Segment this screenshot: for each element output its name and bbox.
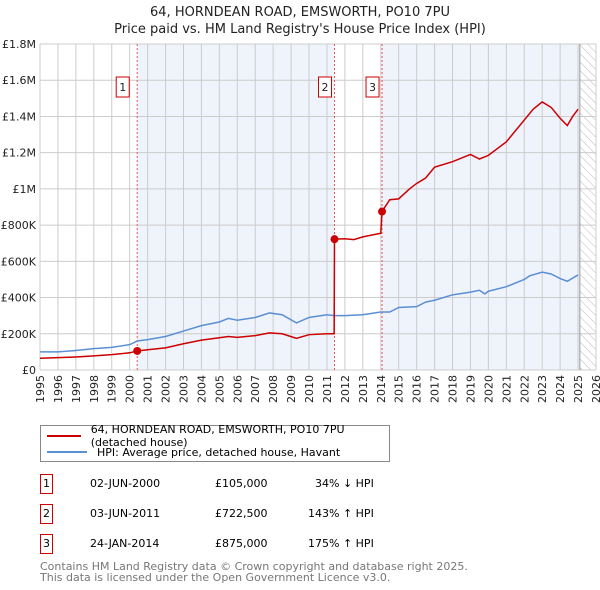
x-tick-label: 2010 bbox=[303, 375, 316, 403]
sale-marker-label: 1 bbox=[119, 81, 126, 94]
chart-title: 64, HORNDEAN ROAD, EMSWORTH, PO10 7PU bbox=[150, 5, 450, 20]
legend-label: HPI: Average price, detached house, Hava… bbox=[97, 445, 341, 459]
y-tick-label: £1.4M bbox=[2, 110, 36, 123]
sale-number: 3 bbox=[40, 534, 53, 554]
x-tick-label: 2022 bbox=[518, 375, 531, 403]
sale-point bbox=[330, 235, 339, 244]
legend-item-property: 64, HORNDEAN ROAD, EMSWORTH, PO10 7PU (d… bbox=[47, 423, 389, 449]
y-tick-label: £800K bbox=[1, 219, 37, 232]
x-tick-label: 1996 bbox=[52, 375, 65, 403]
y-tick-label: £600K bbox=[1, 255, 37, 268]
x-tick-label: 2005 bbox=[213, 375, 226, 403]
x-tick-label: 2020 bbox=[482, 375, 495, 403]
plot-area: 1995 1996 1997 1998 1999 2000 2001 2002 2003 2004… bbox=[1, 38, 600, 403]
sale-date: 24-JAN-2014 bbox=[90, 537, 160, 550]
sale-hpi-change: 34% ↓ HPI bbox=[315, 477, 374, 490]
x-tick-label: 2008 bbox=[267, 375, 280, 403]
x-tick-label: 1995 bbox=[34, 375, 47, 403]
y-tick-label: £1.8M bbox=[2, 38, 36, 51]
legend-swatch bbox=[47, 435, 81, 437]
chart-subtitle: Price paid vs. HM Land Registry's House … bbox=[114, 22, 486, 37]
sale-marker-box bbox=[318, 76, 333, 98]
sale-marker-label: 3 bbox=[369, 81, 376, 94]
x-tick-label: 2015 bbox=[393, 375, 406, 403]
x-tick-label: 2018 bbox=[447, 375, 460, 403]
x-tick-label: 1997 bbox=[70, 375, 83, 403]
sale-date: 02-JUN-2000 bbox=[90, 477, 161, 490]
x-tick-label: 2016 bbox=[411, 375, 424, 403]
shaded-period-1 bbox=[137, 44, 335, 370]
x-tick-label: 2023 bbox=[536, 375, 549, 403]
x-tick-label: 2001 bbox=[142, 375, 155, 403]
x-tick-label: 2000 bbox=[124, 375, 137, 403]
sale-number: 1 bbox=[40, 474, 53, 494]
series-line bbox=[39, 101, 579, 359]
x-tick-label: 2009 bbox=[285, 375, 298, 403]
y-tick-label: £1M bbox=[13, 183, 37, 196]
sale-point bbox=[378, 207, 387, 216]
x-tick-label: 2003 bbox=[177, 375, 190, 403]
sale-marker-box bbox=[365, 76, 380, 98]
sale-point bbox=[133, 346, 142, 355]
sale-hpi-change: 175% ↑ HPI bbox=[308, 537, 374, 550]
x-tick-label: 2014 bbox=[375, 375, 388, 403]
shaded-period-2 bbox=[382, 44, 580, 370]
y-tick-label: £1.6M bbox=[2, 74, 36, 87]
y-tick-label: £200K bbox=[1, 328, 37, 341]
x-tick-label: 2004 bbox=[195, 375, 208, 403]
legend: 64, HORNDEAN ROAD, EMSWORTH, PO10 7PU (d… bbox=[40, 423, 390, 462]
y-tick-label: £1.2M bbox=[2, 147, 36, 160]
x-tick-label: 1999 bbox=[106, 375, 119, 403]
legend-item-hpi: HPI: Average price, detached house, Hava… bbox=[47, 445, 340, 459]
y-tick-label: £0 bbox=[22, 364, 36, 377]
x-tick-label: 2013 bbox=[357, 375, 370, 403]
x-tick-label: 1998 bbox=[88, 375, 101, 403]
legend-swatch bbox=[47, 451, 87, 453]
sale-date: 03-JUN-2011 bbox=[90, 507, 161, 520]
x-tick-label: 2026 bbox=[590, 375, 600, 403]
sale-marker-label: 2 bbox=[322, 81, 329, 94]
x-tick-label: 2019 bbox=[464, 375, 477, 403]
x-tick-label: 2011 bbox=[321, 375, 334, 403]
sale-marker-box bbox=[115, 76, 130, 98]
legend-label: 64, HORNDEAN ROAD, EMSWORTH, PO10 7PU (d… bbox=[90, 423, 345, 449]
x-tick-label: 2002 bbox=[160, 375, 173, 403]
sale-row: 3 24-JAN-2014 £875,000 175% ↑ HPI bbox=[40, 534, 440, 554]
x-tick-label: 2006 bbox=[231, 375, 244, 403]
series-line bbox=[40, 271, 579, 353]
sale-hpi-change: 143% ↑ HPI bbox=[308, 507, 374, 520]
sale-price: £105,000 bbox=[215, 477, 268, 490]
x-tick-label: 2024 bbox=[554, 375, 567, 403]
sale-price: £875,000 bbox=[215, 537, 268, 550]
forecast-hatch bbox=[579, 44, 596, 370]
footer-line-1: Contains HM Land Registry data © Crown c… bbox=[40, 560, 468, 573]
x-tick-label: 2012 bbox=[339, 375, 352, 403]
x-tick-label: 2007 bbox=[249, 375, 262, 403]
x-tick-label: 2017 bbox=[429, 375, 442, 403]
sale-row: 2 03-JUN-2011 £722,500 143% ↑ HPI bbox=[40, 504, 440, 524]
x-tick-label: 2025 bbox=[572, 375, 585, 403]
x-tick-label: 2021 bbox=[500, 375, 513, 403]
sale-row: 1 02-JUN-2000 £105,000 34% ↓ HPI bbox=[40, 474, 440, 494]
y-tick-label: £400K bbox=[1, 292, 37, 305]
footer-line-2: This data is licensed under the Open Gov… bbox=[40, 571, 391, 584]
sale-price: £722,500 bbox=[215, 507, 268, 520]
sale-number: 2 bbox=[40, 504, 53, 524]
